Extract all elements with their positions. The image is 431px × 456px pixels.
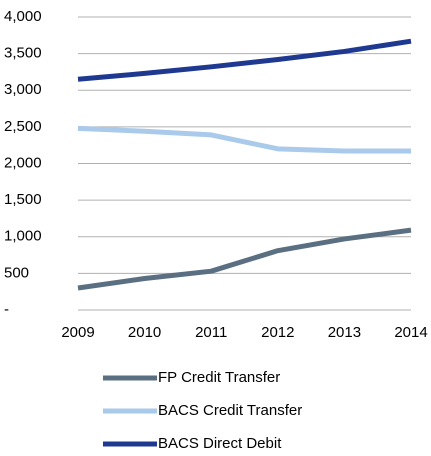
series-line <box>77 227 412 291</box>
series-line <box>77 38 412 82</box>
y-tick-label: 2,000 <box>4 154 42 171</box>
y-tick-label: 2,500 <box>4 118 42 135</box>
x-tick-label: 2014 <box>394 324 427 341</box>
legend-label: FP Credit Transfer <box>158 369 280 386</box>
y-tick-label: 1,000 <box>4 228 42 245</box>
y-tick-label: - <box>4 301 9 318</box>
x-tick-label: 2010 <box>128 324 161 341</box>
series-line <box>77 125 411 154</box>
x-tick-label: 2011 <box>195 324 227 341</box>
y-tick-label: 3,000 <box>4 81 42 98</box>
y-tick-label: 4,000 <box>4 8 42 25</box>
y-tick-label: 3,500 <box>4 45 42 62</box>
x-tick-label: 2012 <box>261 324 294 341</box>
legend-label: BACS Credit Transfer <box>158 402 302 419</box>
y-tick-label: 1,500 <box>4 191 42 208</box>
x-tick-label: 2009 <box>61 324 94 341</box>
y-tick-label: 500 <box>4 264 29 281</box>
legend-label: BACS Direct Debit <box>158 435 282 452</box>
x-tick-label: 2013 <box>328 324 361 341</box>
